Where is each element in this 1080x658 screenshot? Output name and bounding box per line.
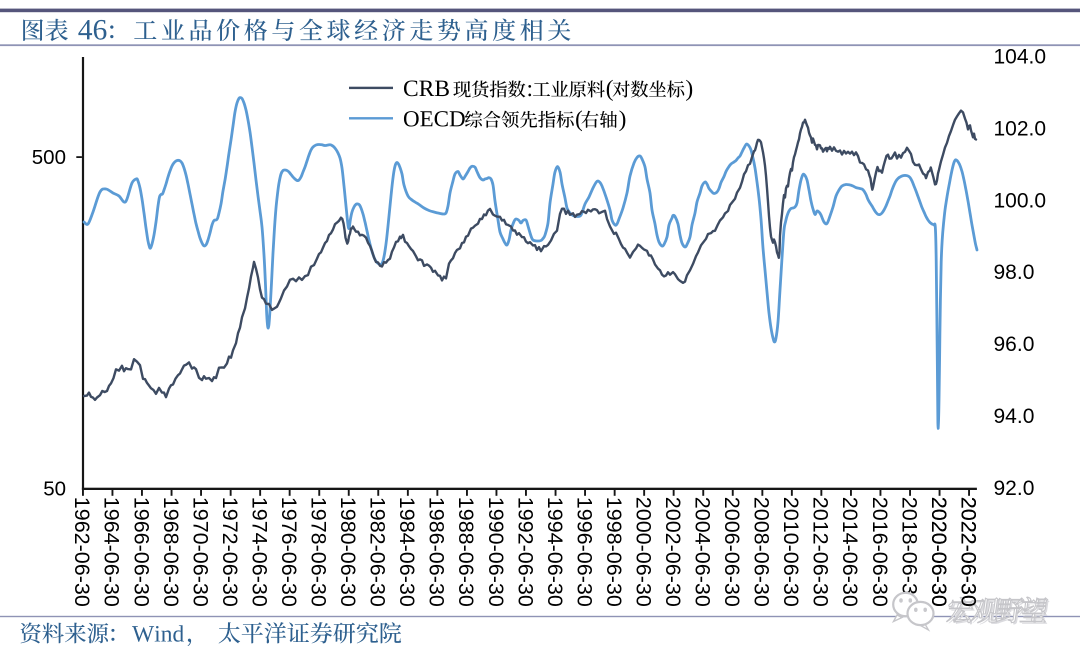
svg-text:98.0: 98.0	[994, 261, 1035, 284]
svg-text:2002-06-30: 2002-06-30	[661, 497, 685, 607]
svg-text:2022-06-30: 2022-06-30	[956, 497, 980, 607]
svg-text:2004-06-30: 2004-06-30	[691, 497, 715, 607]
svg-text:100.0: 100.0	[994, 189, 1047, 212]
svg-text:104.0: 104.0	[994, 46, 1047, 69]
svg-text:2000-06-30: 2000-06-30	[632, 497, 656, 607]
svg-text:1978-06-30: 1978-06-30	[307, 497, 331, 607]
svg-text:1998-06-30: 1998-06-30	[602, 497, 626, 607]
svg-text:2014-06-30: 2014-06-30	[838, 497, 862, 607]
svg-text:1964-06-30: 1964-06-30	[100, 497, 124, 607]
svg-text:1968-06-30: 1968-06-30	[159, 497, 183, 607]
svg-text:102.0: 102.0	[994, 118, 1047, 141]
svg-text:1990-06-30: 1990-06-30	[484, 497, 508, 607]
svg-text:500: 500	[32, 146, 66, 169]
svg-text:1984-06-30: 1984-06-30	[395, 497, 419, 607]
svg-text:96.0: 96.0	[994, 333, 1035, 356]
svg-text:1970-06-30: 1970-06-30	[188, 497, 212, 607]
svg-text:94.0: 94.0	[994, 405, 1035, 428]
svg-text:2018-06-30: 2018-06-30	[897, 497, 921, 607]
svg-text:2016-06-30: 2016-06-30	[868, 497, 892, 607]
svg-text:1972-06-30: 1972-06-30	[218, 497, 242, 607]
svg-text:1988-06-30: 1988-06-30	[454, 497, 478, 607]
svg-text:1980-06-30: 1980-06-30	[336, 497, 360, 607]
svg-text:2006-06-30: 2006-06-30	[720, 497, 744, 607]
svg-text:1994-06-30: 1994-06-30	[543, 497, 567, 607]
svg-text:92.0: 92.0	[994, 477, 1035, 500]
svg-text:1962-06-30: 1962-06-30	[70, 497, 94, 607]
svg-text:2022-06-30: 2022-06-30	[956, 497, 980, 607]
svg-text:1986-06-30: 1986-06-30	[425, 497, 449, 607]
svg-text:2012-06-30: 2012-06-30	[809, 497, 833, 607]
svg-text:1992-06-30: 1992-06-30	[513, 497, 537, 607]
svg-text:2020-06-30: 2020-06-30	[927, 497, 951, 607]
svg-text:1976-06-30: 1976-06-30	[277, 497, 301, 607]
svg-text:1974-06-30: 1974-06-30	[247, 497, 271, 607]
svg-text:1982-06-30: 1982-06-30	[366, 497, 390, 607]
svg-text:1966-06-30: 1966-06-30	[129, 497, 153, 607]
svg-text:50: 50	[43, 478, 66, 501]
svg-text:1996-06-30: 1996-06-30	[572, 497, 596, 607]
svg-text:2010-06-30: 2010-06-30	[779, 497, 803, 607]
svg-text:2020-06-30: 2020-06-30	[927, 497, 951, 607]
svg-text:2008-06-30: 2008-06-30	[750, 497, 774, 607]
